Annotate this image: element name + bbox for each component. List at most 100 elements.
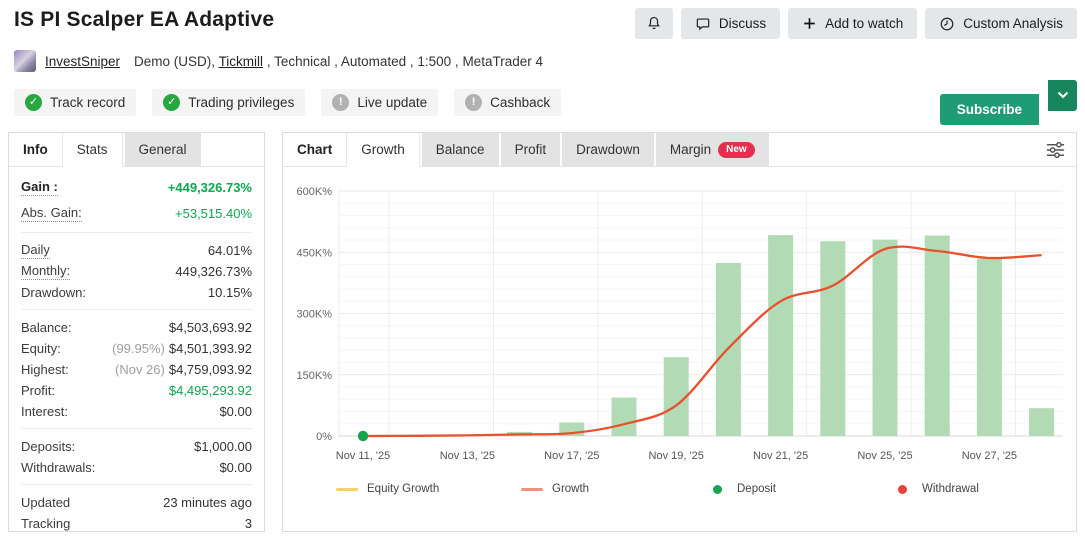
stat-value-profit: $4,495,293.92: [168, 383, 252, 398]
avatar: [14, 50, 36, 72]
tab-label: Profit: [514, 142, 547, 157]
growth-bar[interactable]: [611, 397, 637, 436]
stat-row: Deposits: $1,000.00: [21, 436, 252, 457]
check-icon: ✓: [25, 93, 42, 111]
stat-label-equity: Equity:: [21, 341, 61, 356]
stat-row: Tracking 3: [21, 513, 252, 534]
info-panel: Info Stats General Gain : +449,326.73% Abs. …: [8, 132, 265, 532]
subscribe-split-button: Subscribe: [932, 79, 1077, 125]
stat-value-monthly: 449,326.73%: [175, 264, 252, 279]
deposit-marker[interactable]: [357, 430, 369, 442]
stat-row: Withdrawals: $0.00: [21, 457, 252, 478]
stat-value-abs-gain: +53,515.40%: [175, 205, 252, 221]
stat-value-withdrawals: $0.00: [219, 460, 252, 475]
header-actions: Discuss Add to watch Custom Analysis: [634, 8, 1077, 39]
legend-item-growth[interactable]: Growth: [521, 483, 706, 495]
chart-tabstrip: Chart Growth Balance Profit Drawdown Margin Ne…: [283, 133, 1076, 167]
account-subtitle: InvestSniper Demo (USD), Tickmill , Tech…: [0, 40, 1085, 73]
notifications-button[interactable]: [634, 8, 673, 39]
custom-analysis-button[interactable]: Custom Analysis: [925, 8, 1077, 39]
stat-value-gain: +449,326.73%: [167, 179, 252, 195]
stat-row: Gain : +449,326.73%: [21, 174, 252, 200]
growth-bar[interactable]: [820, 241, 846, 436]
legend-label: Growth: [552, 483, 590, 495]
user-link[interactable]: InvestSniper: [45, 53, 121, 69]
x-axis-label: Nov 21, '25: [753, 450, 808, 462]
stat-row: Equity: (99.95%) $4,501,393.92: [21, 338, 252, 359]
discuss-label: Discuss: [718, 16, 767, 31]
chevron-down-icon: [1057, 86, 1069, 104]
tab-growth[interactable]: Growth: [346, 133, 420, 167]
badge-label: Track record: [50, 94, 126, 110]
growth-bar[interactable]: [976, 258, 1002, 436]
legend-item-deposit[interactable]: Deposit: [706, 483, 891, 495]
stat-label-gain[interactable]: Gain :: [21, 178, 58, 196]
broker-link[interactable]: Tickmill: [218, 53, 264, 69]
page-header: IS PI Scalper EA Adaptive Discuss Add to…: [0, 0, 1085, 40]
stats-group: Gain : +449,326.73% Abs. Gain: +53,515.40%: [21, 167, 252, 232]
tab-balance[interactable]: Balance: [421, 133, 499, 166]
subscribe-button[interactable]: Subscribe: [939, 93, 1039, 125]
y-axis-label: 150K%: [297, 370, 333, 382]
chart-settings-button[interactable]: [1045, 140, 1066, 165]
tab-label: Margin: [669, 142, 712, 157]
stat-label-abs-gain[interactable]: Abs. Gain:: [21, 204, 82, 222]
y-axis-label: 450K%: [297, 247, 333, 259]
stat-row: Balance: $4,503,693.92: [21, 317, 252, 338]
legend-item-equity-growth[interactable]: Equity Growth: [336, 483, 521, 495]
clock-icon: [939, 16, 955, 32]
stat-label-daily[interactable]: Daily: [21, 242, 50, 259]
margin-new-badge: New: [718, 141, 755, 158]
stat-value-drawdown: 10.15%: [207, 285, 252, 300]
badge-label: Live update: [357, 94, 428, 110]
growth-bar[interactable]: [872, 239, 898, 436]
stat-label-tracking: Tracking: [21, 516, 71, 531]
stat-label-deposits: Deposits:: [21, 439, 76, 454]
tab-label: General: [138, 142, 187, 157]
stat-value-daily: 64.01%: [207, 243, 252, 258]
growth-chart-area: 0% 150K% 300K% 450K% 600K% Nov 11, '25 Nov 13,…: [283, 167, 1076, 495]
growth-bar[interactable]: [924, 235, 950, 437]
stat-row: Monthly: 449,326.73%: [21, 261, 252, 282]
y-axis-label: 0%: [316, 431, 332, 443]
tab-general[interactable]: General: [124, 133, 201, 166]
tab-label: Balance: [435, 142, 485, 157]
tab-margin[interactable]: Margin New: [655, 133, 769, 166]
stat-value-updated: 23 minutes ago: [163, 495, 252, 510]
legend-swatch: [713, 484, 722, 494]
tab-label: Drawdown: [576, 142, 640, 157]
discuss-button[interactable]: Discuss: [680, 8, 781, 39]
legend-swatch: [336, 487, 358, 491]
verification-badges: ✓ Track record ✓ Trading privileges! Live up…: [8, 88, 932, 116]
tab-chart[interactable]: Chart: [283, 133, 346, 166]
plus-icon: [802, 16, 817, 31]
stat-value-prefix: (99.95%): [112, 341, 165, 356]
tab-drawdown[interactable]: Drawdown: [562, 133, 654, 166]
info-tabstrip: Info Stats General: [9, 133, 264, 167]
add-to-watch-label: Add to watch: [825, 16, 904, 31]
stats-group: Deposits: $1,000.00 Withdrawals: $0.00: [21, 428, 252, 484]
y-axis-label: 600K%: [297, 186, 333, 198]
stats-group: Balance: $4,503,693.92 Equity: (99.95%) $4,5…: [21, 309, 252, 428]
stat-label-balance: Balance:: [21, 320, 72, 335]
tab-stats[interactable]: Stats: [61, 133, 123, 167]
tab-label: Info: [23, 142, 48, 157]
growth-line[interactable]: [362, 245, 1042, 438]
growth-bar[interactable]: [768, 235, 794, 436]
x-axis-label: Nov 11, '25: [336, 450, 390, 462]
tab-profit[interactable]: Profit: [500, 133, 561, 166]
tab-info[interactable]: Info: [9, 133, 62, 166]
add-to-watch-button[interactable]: Add to watch: [788, 8, 918, 39]
custom-analysis-label: Custom Analysis: [963, 16, 1063, 31]
stat-value-tracking: 3: [244, 516, 252, 531]
chart-panel: Chart Growth Balance Profit Drawdown Margin Ne…: [282, 132, 1077, 532]
growth-chart[interactable]: 0% 150K% 300K% 450K% 600K% Nov 11, '25 Nov 13,…: [283, 171, 1076, 471]
growth-bar[interactable]: [1029, 408, 1055, 436]
stat-value-prefix: (Nov 26): [115, 362, 165, 377]
subscribe-dropdown-button[interactable]: [1048, 79, 1077, 111]
x-axis-label: Nov 27, '25: [962, 450, 1017, 462]
legend-label: Deposit: [737, 483, 776, 495]
legend-item-withdrawal[interactable]: Withdrawal: [891, 483, 1076, 495]
stat-label-monthly[interactable]: Monthly:: [21, 263, 71, 280]
stat-row: Abs. Gain: +53,515.40%: [21, 200, 252, 226]
